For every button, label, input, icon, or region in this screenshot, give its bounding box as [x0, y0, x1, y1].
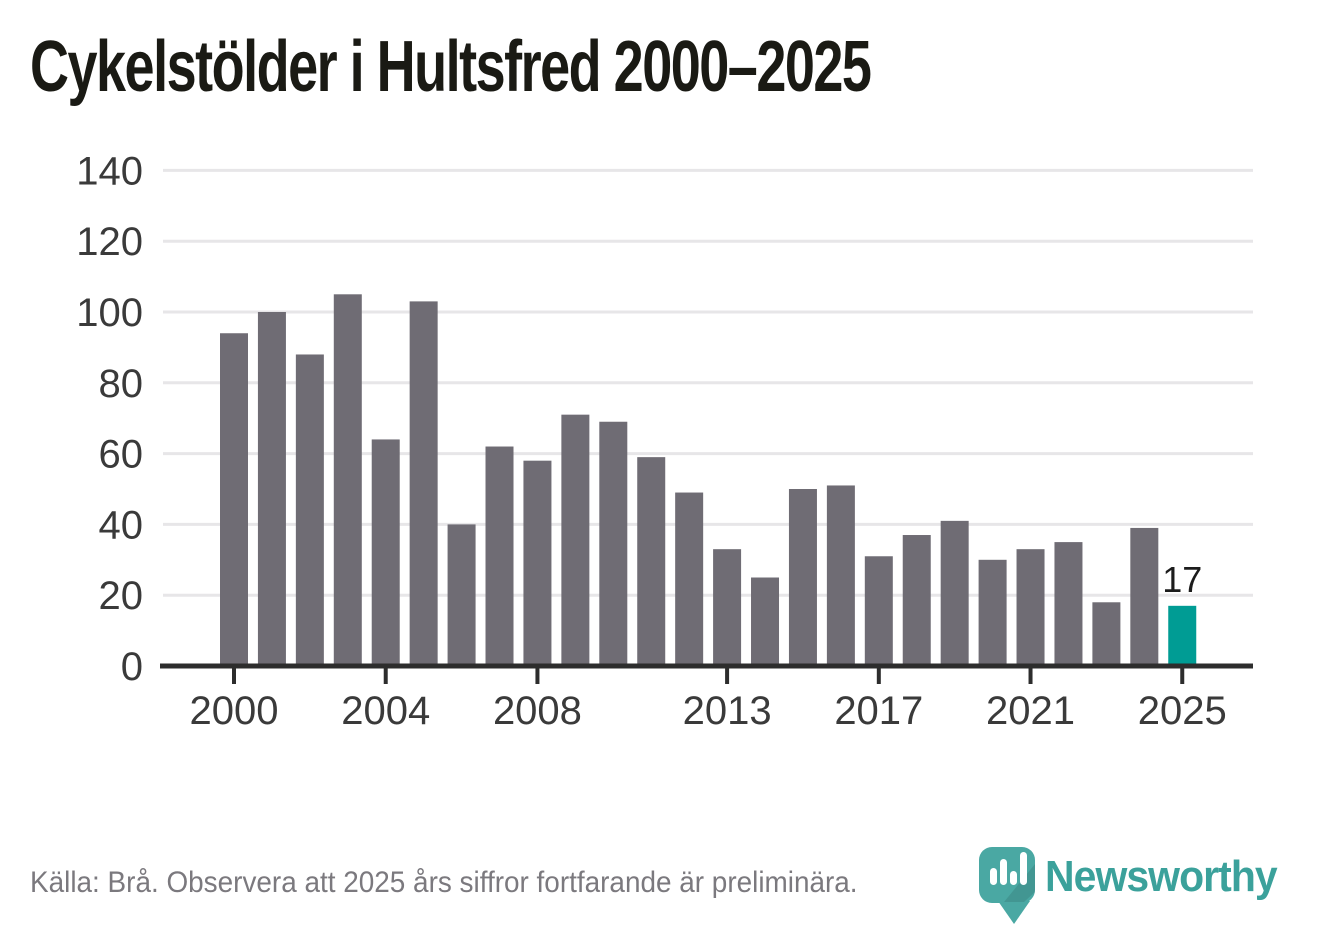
y-tick-label-140: 140	[76, 149, 143, 193]
bar-2009	[561, 414, 590, 666]
y-tick-label-100: 100	[76, 291, 143, 335]
bar-2013	[713, 549, 742, 666]
bar-2005	[409, 301, 438, 666]
pin-chart-bars-icon	[990, 852, 1027, 885]
y-tick-label-0: 0	[121, 645, 143, 689]
x-tick-2013	[725, 668, 730, 684]
bar-2022	[1054, 542, 1083, 666]
bar-2012	[675, 492, 704, 666]
bar-2015	[788, 489, 817, 666]
bar-2025	[1168, 605, 1197, 666]
newsworthy-pin-icon	[979, 847, 1035, 924]
x-tick-label-2025: 2025	[1138, 689, 1227, 733]
newsworthy-wordmark: Newsworthy	[1045, 852, 1278, 901]
bar-2020	[978, 559, 1007, 666]
bar-2000	[220, 333, 248, 666]
x-tick-label-2004: 2004	[341, 689, 430, 733]
bar-chart: 0 20 40 60 80 100 120 140 17 2000 2004 2008 2013 2017…	[76, 149, 1253, 733]
chart-title: Cykelstölder i Hultsfred 2000–2025	[30, 27, 872, 107]
bar-2021	[1016, 549, 1045, 666]
bar-2016	[826, 485, 855, 666]
newsworthy-logo: Newsworthy	[978, 844, 1294, 928]
x-axis-line	[160, 663, 1253, 669]
y-tick-label-20: 20	[99, 574, 144, 618]
bar-2008	[523, 460, 552, 666]
bar-2017	[864, 556, 893, 666]
x-tick-label-2021: 2021	[986, 689, 1075, 733]
bar-2018	[902, 535, 931, 666]
x-tick-label-2000: 2000	[190, 689, 279, 733]
x-tick-label-2017: 2017	[834, 689, 923, 733]
bar-2023	[1092, 602, 1121, 666]
bar-2010	[599, 421, 628, 666]
bar-2001	[257, 312, 286, 666]
x-tick-2008	[535, 668, 540, 684]
bar-2002	[295, 354, 324, 666]
x-tick-label-2008: 2008	[493, 689, 582, 733]
bar-2006	[447, 524, 476, 666]
x-tick-2021	[1028, 668, 1033, 684]
x-tick-2000	[232, 668, 236, 684]
bar-2019	[940, 520, 969, 666]
x-tick-2025	[1180, 668, 1185, 684]
bar-2004	[371, 439, 400, 666]
y-tick-label-60: 60	[99, 433, 144, 477]
x-tick-2017	[876, 668, 881, 684]
x-tick-label-2013: 2013	[683, 689, 772, 733]
bar-value-label-2025: 17	[1162, 559, 1202, 600]
bar-2024	[1130, 527, 1159, 666]
y-tick-label-120: 120	[76, 220, 143, 264]
bar-2003	[333, 294, 362, 666]
bar-2011	[637, 457, 666, 666]
y-tick-label-80: 80	[99, 362, 144, 406]
bar-2007	[485, 446, 514, 666]
x-tick-2004	[383, 668, 388, 684]
bar-2014	[751, 577, 780, 666]
y-tick-label-40: 40	[99, 503, 144, 547]
source-note: Källa: Brå. Observera att 2025 års siffr…	[30, 866, 858, 899]
